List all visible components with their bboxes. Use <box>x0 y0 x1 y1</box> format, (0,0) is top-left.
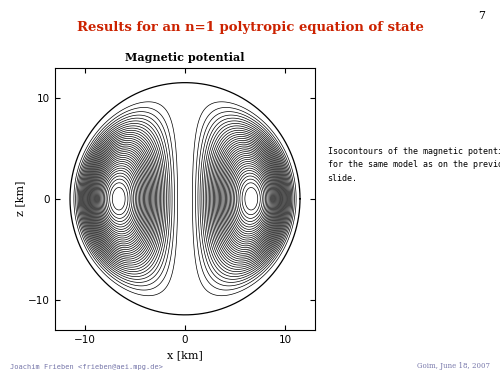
Title: Magnetic potential: Magnetic potential <box>125 51 245 63</box>
Text: Results for an n=1 polytropic equation of state: Results for an n=1 polytropic equation o… <box>76 21 424 34</box>
Text: Joachim Frieben <frieben@aei.mpg.de>: Joachim Frieben <frieben@aei.mpg.de> <box>10 364 163 370</box>
Y-axis label: z [km]: z [km] <box>16 181 26 216</box>
Text: 7: 7 <box>478 11 485 21</box>
X-axis label: x [km]: x [km] <box>167 350 203 360</box>
Text: Isocontours of the magnetic potential
for the same model as on the previous
slid: Isocontours of the magnetic potential fo… <box>328 147 500 183</box>
Text: Goim, June 18, 2007: Goim, June 18, 2007 <box>417 362 490 370</box>
